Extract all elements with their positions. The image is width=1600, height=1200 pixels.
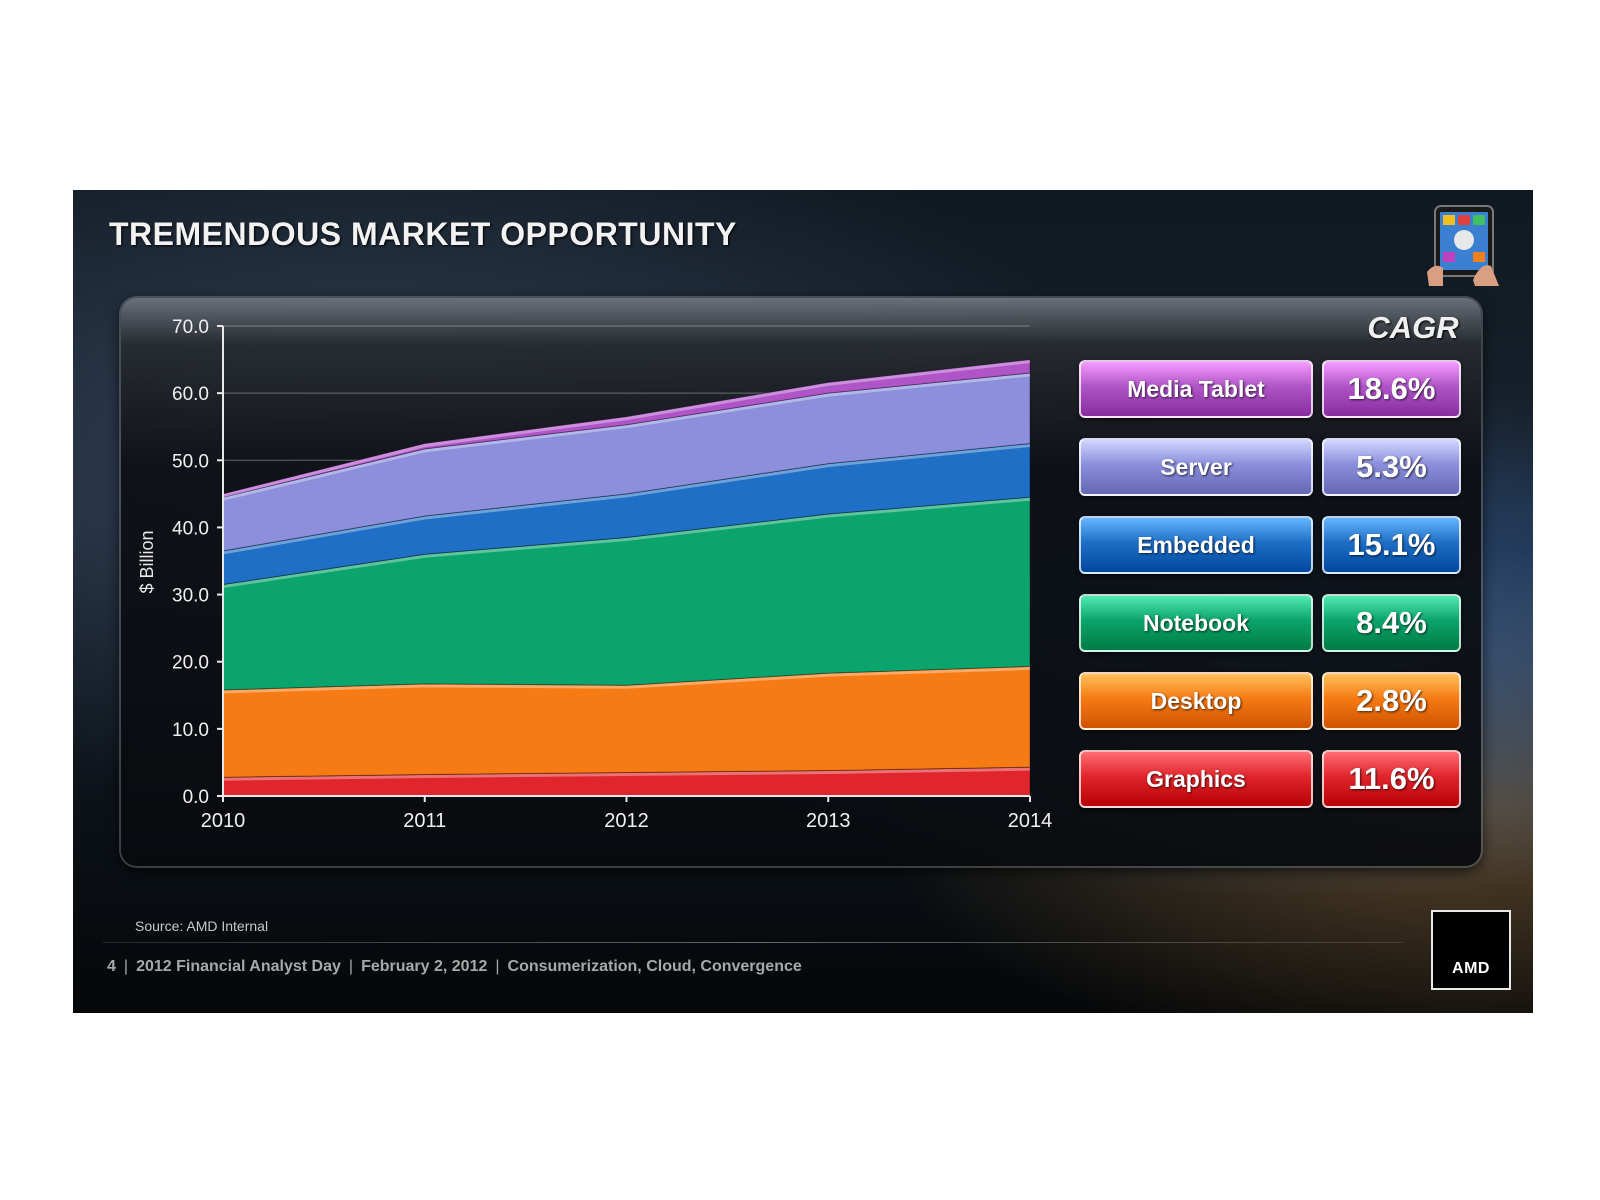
cagr-value-server: 5.3% [1322, 438, 1461, 496]
legend-row-desktop: Desktop 2.8% [1079, 672, 1465, 730]
y-tick-label: 40.0 [172, 518, 209, 539]
area-highlight [222, 497, 1031, 588]
x-tick-label: 2011 [403, 810, 446, 832]
area-highlight [222, 360, 1031, 498]
area-highlight [222, 444, 1031, 555]
legend-label-embedded: Embedded [1079, 516, 1313, 574]
footer-theme: Consumerization, Cloud, Convergence [507, 958, 802, 975]
legend-row-notebook: Notebook 8.4% [1079, 594, 1465, 652]
y-tick-label: 0.0 [183, 787, 209, 808]
slide-title: TREMENDOUS MARKET OPPORTUNITY [109, 216, 737, 252]
x-tick-label: 2012 [604, 810, 649, 832]
y-axis-label: $ Billion [137, 530, 157, 593]
area-chart: 0.0 10.0 20.0 30.0 40.0 50.0 60.0 70.0 2010 2011… [137, 317, 1053, 832]
source-note: Source: AMD Internal [135, 918, 269, 934]
footer-page: 4 [107, 958, 116, 975]
cagr-value-media-tablet: 18.6% [1322, 360, 1461, 418]
cagr-value-graphics: 11.6% [1322, 750, 1461, 808]
area-highlight [222, 666, 1031, 694]
legend-label-graphics: Graphics [1079, 750, 1313, 808]
slide: TREMENDOUS MARKET OPPORTUNITY 0.0 10.0 20.… [73, 190, 1533, 1013]
y-tick-labels: 0.0 10.0 20.0 30.0 40.0 50.0 60.0 70.0 [172, 317, 209, 808]
y-tick-label: 60.0 [172, 384, 209, 405]
x-tick-label: 2013 [806, 810, 851, 832]
area-highlight [222, 373, 1031, 501]
legend-label-desktop: Desktop [1079, 672, 1313, 730]
amd-logo-text: AMD [1452, 960, 1490, 977]
area-notebook [222, 496, 1031, 691]
y-tick-label: 50.0 [172, 451, 209, 472]
legend-label-server: Server [1079, 438, 1313, 496]
x-tick-label: 2010 [201, 810, 246, 832]
y-tick-label: 10.0 [172, 720, 209, 741]
legend-row-server: Server 5.3% [1079, 438, 1465, 496]
legend-row-embedded: Embedded 15.1% [1079, 516, 1465, 574]
tablet-icon [1427, 205, 1499, 286]
x-tick-label: 2014 [1008, 810, 1053, 832]
footer-divider [103, 942, 1403, 943]
area-media-tablet [222, 359, 1031, 498]
cagr-value-embedded: 15.1% [1322, 516, 1461, 574]
amd-logo: AMD [1431, 910, 1511, 990]
cagr-value-notebook: 8.4% [1322, 594, 1461, 652]
legend-row-graphics: Graphics 11.6% [1079, 750, 1465, 808]
footer: 4 | 2012 Financial Analyst Day | February 2,… [107, 958, 802, 975]
legend-label-notebook: Notebook [1079, 594, 1313, 652]
legend-label-media-tablet: Media Tablet [1079, 360, 1313, 418]
x-tick-labels: 2010 2011 2012 2013 2014 [201, 796, 1053, 832]
legend-row-media-tablet: Media Tablet 18.6% [1079, 360, 1465, 418]
footer-event: 2012 Financial Analyst Day [136, 958, 341, 975]
area-highlight [222, 767, 1031, 781]
cagr-value-desktop: 2.8% [1322, 672, 1461, 730]
footer-date: February 2, 2012 [361, 958, 488, 975]
area-series [222, 359, 1031, 797]
y-tick-label: 70.0 [172, 317, 209, 338]
y-tick-label: 20.0 [172, 653, 209, 674]
cagr-header: CAGR [1367, 310, 1459, 345]
y-tick-label: 30.0 [172, 586, 209, 607]
